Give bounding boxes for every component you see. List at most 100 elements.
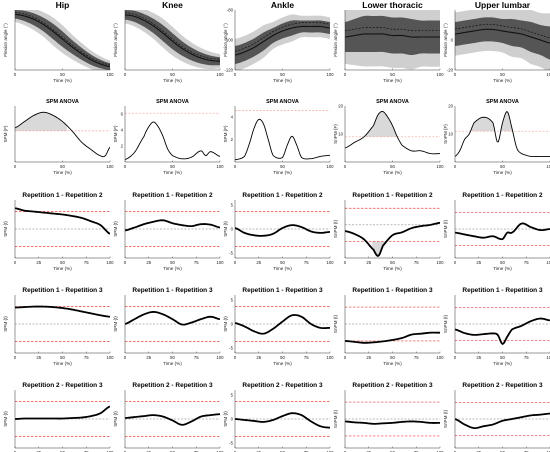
panel-title: Repetition 1 - Repetition 3 [462,287,543,294]
y-tick-label: 4 [121,128,124,133]
y-tick-label: 0 [231,322,234,327]
x-tick-label: 100 [326,260,334,265]
x-tick-label: 75 [414,450,419,452]
x-tick-label: 100 [216,355,224,360]
x-axis-label: Time (%) [493,78,512,83]
x-tick-label: 25 [366,450,371,452]
column-title: Ankle [271,0,294,10]
chart-panel: Repetition 2 - Repetition 3025507510050-… [223,382,334,452]
x-axis-label: Time (%) [163,78,182,83]
y-axis-label: SPM {t} [223,411,228,427]
chart-panel: 0 50 100 Time (%) Flexion angle (°) [3,10,114,83]
x-tick-label: 50 [170,260,175,265]
mean-line [455,28,550,44]
plot-area [455,212,550,246]
x-tick-label: 50 [60,450,65,452]
x-tick-label: 100 [546,72,550,77]
y-axis-label: SnPM {t} [333,219,338,238]
x-tick-label: 75 [524,260,529,265]
plot-area [455,110,550,158]
plot-area [235,306,330,342]
y-tick-label: -100 [224,38,233,43]
x-tick-label: 75 [304,260,309,265]
y-tick-label: -5 [229,441,233,446]
x-tick-label: 0 [234,355,237,360]
x-tick-label: 75 [524,450,529,452]
x-tick-label: 0 [234,260,237,265]
x-axis-label: Time (%) [493,361,512,366]
chart-panel: Repetition 1 - Repetition 20 25 50 75 10050-… [223,192,334,271]
stat-line [125,311,220,326]
stat-line [15,111,110,158]
x-tick-label: 50 [390,72,395,77]
panel-title: SPM ANOVA [156,99,189,105]
x-tick-label: 0 [124,355,127,360]
chart-panel: Repetition 1 - Repetition 3 0 25 50 75 100 Tim… [113,287,224,366]
x-tick-label: 75 [304,355,309,360]
panel-title: SPM ANOVA [486,99,519,105]
x-tick-label: 75 [194,355,199,360]
x-tick-label: 0 [124,450,127,452]
stat-line [235,224,330,237]
y-tick-label: 2 [231,137,234,142]
sd-band-dark [15,10,110,70]
x-tick-label: 25 [366,260,371,265]
x-axis-label: Time (%) [273,361,292,366]
x-tick-label: 100 [436,450,444,452]
chart-panel: SPM ANOVA 0 50 100 20 10 Time (%) SnPM {F} [443,99,550,175]
x-tick-label: 50 [500,450,505,452]
x-tick-label: 25 [146,450,151,452]
y-tick-label: 20 [338,104,343,109]
y-tick-label: 10 [338,132,343,137]
chart-panel: 0 50 100 Time (%) Flexion angle (°) [333,10,444,83]
rep-line [235,22,330,52]
plot-area [235,110,330,161]
stat-line [455,222,550,241]
x-tick-label: 25 [36,355,41,360]
x-tick-label: 100 [436,355,444,360]
plot-area [345,401,440,437]
sd-band-dark [125,10,220,66]
x-tick-label: 50 [170,164,175,169]
x-axis-label: Time (%) [383,266,402,271]
stat-line [235,412,330,429]
chart-panel: SPM ANOVA 0 50 100 20 10 Time (%) SnPM {F} [333,99,444,175]
y-axis-label: SPM {t} [3,316,8,332]
x-tick-label: 0 [124,164,127,169]
x-tick-label: 100 [546,164,550,169]
x-tick-label: 75 [414,355,419,360]
rep-line [125,12,220,60]
x-tick-label: 75 [84,260,89,265]
y-axis-label: SPM {t} [3,411,8,427]
plot-area [345,10,440,70]
chart-panel: Repetition 2 - Repetition 30255075100Tim… [333,382,444,452]
y-tick-label: 0 [231,417,234,422]
x-tick-label: 75 [84,355,89,360]
x-tick-label: 100 [106,450,114,452]
y-axis-label: SPM {F} [223,125,228,143]
x-axis-label: Time (%) [273,170,292,175]
column-title: Knee [162,0,183,10]
plot-area [125,306,220,342]
x-tick-label: 25 [146,355,151,360]
y-axis-label: SPM {t} [113,411,118,427]
y-axis-label: SnPM {t} [333,314,338,333]
chart-panel: Repetition 1 - Repetition 3 0 25 50 75 100 Tim… [3,287,114,366]
x-axis-label: Time (%) [273,78,292,83]
stat-line [455,110,550,158]
y-tick-label: 2 [121,144,124,149]
y-tick-label: 5 [231,202,234,207]
chart-panel: Repetition 1 - Repetition 2 0 25 50 75 100 Tim… [333,192,444,271]
mean-line [235,25,330,56]
y-tick-label: 20 [448,104,453,109]
x-tick-label: 100 [216,260,224,265]
x-tick-label: 0 [344,164,347,169]
x-tick-label: 100 [106,72,114,77]
panel-title: Repetition 2 - Repetition 3 [242,382,323,389]
plot-area [15,401,110,437]
plot-area [15,305,110,342]
x-tick-label: 100 [106,355,114,360]
x-tick-label: 25 [366,355,371,360]
x-tick-label: 50 [280,260,285,265]
x-tick-label: 50 [390,355,395,360]
